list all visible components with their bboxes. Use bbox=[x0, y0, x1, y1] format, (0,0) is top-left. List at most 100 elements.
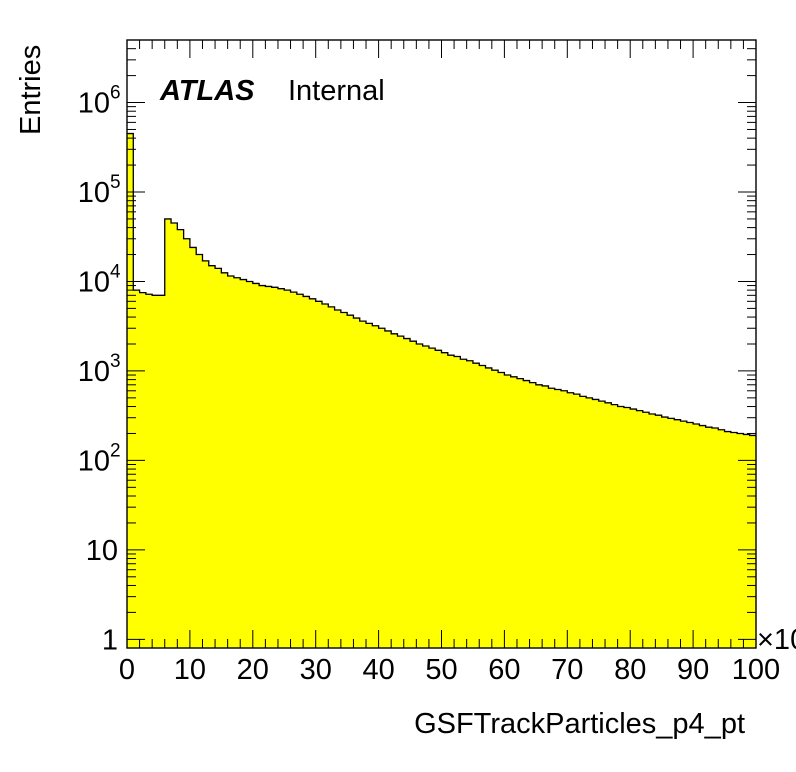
y-tick-label: 1 bbox=[102, 624, 118, 656]
histogram-bin bbox=[454, 356, 461, 648]
histogram-bin bbox=[252, 283, 260, 648]
histogram-bin bbox=[737, 433, 745, 648]
x-tick-label: 0 bbox=[119, 654, 135, 686]
histogram-bin bbox=[592, 399, 600, 648]
histogram-bin bbox=[240, 279, 248, 648]
histogram-bin bbox=[561, 390, 568, 648]
histogram-outline bbox=[127, 132, 756, 437]
histogram-bin bbox=[605, 402, 612, 648]
histogram-bin bbox=[202, 260, 210, 648]
histogram-bin bbox=[447, 355, 455, 648]
y-tick-label: 10 bbox=[78, 266, 110, 298]
histogram-bin bbox=[271, 287, 279, 648]
internal-label: Internal bbox=[288, 75, 385, 107]
histogram-bin bbox=[196, 254, 204, 648]
histogram-bin bbox=[315, 301, 323, 648]
histogram-bin bbox=[145, 294, 153, 648]
histogram-bin bbox=[686, 422, 694, 648]
histogram-bin bbox=[516, 378, 524, 648]
x-axis-multiplier: ×10 bbox=[757, 624, 796, 656]
histogram-bin bbox=[491, 370, 499, 648]
histogram-bin bbox=[259, 285, 266, 648]
histogram-bin bbox=[466, 360, 474, 648]
histogram-bin bbox=[573, 394, 581, 648]
histogram-bin bbox=[711, 428, 719, 648]
histogram-bin bbox=[183, 238, 191, 649]
histogram-bin bbox=[479, 365, 487, 648]
histogram-bin bbox=[378, 328, 386, 648]
y-tick-label: 10 bbox=[78, 445, 110, 477]
histogram-bin bbox=[661, 417, 669, 648]
histogram-bin bbox=[328, 306, 336, 648]
histogram-bin bbox=[598, 401, 606, 648]
histogram-bin bbox=[611, 404, 619, 648]
histogram-bin bbox=[227, 276, 235, 648]
histogram-bin bbox=[391, 333, 399, 648]
histogram-bin bbox=[623, 407, 631, 648]
histogram-bin bbox=[535, 384, 543, 648]
histogram-bin bbox=[579, 396, 587, 648]
histogram-bin bbox=[284, 290, 292, 648]
histogram-bin bbox=[567, 392, 575, 648]
x-tick-label: 80 bbox=[614, 654, 646, 686]
histogram-bin bbox=[171, 223, 178, 648]
histogram-bin bbox=[705, 427, 713, 648]
histogram-bin bbox=[347, 315, 355, 648]
histogram-bin bbox=[221, 272, 229, 648]
histogram-bin bbox=[699, 425, 707, 648]
histogram-bin bbox=[296, 294, 304, 648]
histogram-bin bbox=[667, 418, 675, 648]
histogram-bin bbox=[730, 432, 738, 648]
histogram-bin bbox=[504, 375, 512, 648]
histogram-bin bbox=[749, 435, 757, 648]
histogram-bin bbox=[485, 367, 493, 648]
histogram-bin bbox=[290, 292, 298, 648]
x-tick-label: 20 bbox=[237, 654, 269, 686]
histogram-bin bbox=[743, 434, 751, 648]
histogram-bin bbox=[554, 389, 562, 648]
histogram-bin bbox=[158, 295, 166, 648]
histogram-bin bbox=[428, 348, 436, 648]
histogram-bin bbox=[133, 290, 141, 648]
histogram-bin bbox=[655, 415, 663, 648]
histogram-bin bbox=[548, 388, 556, 648]
histogram-bin bbox=[265, 286, 273, 648]
histogram-bin bbox=[460, 359, 468, 648]
histogram-bin bbox=[636, 410, 644, 648]
histogram-bin bbox=[472, 363, 480, 648]
histogram-bin bbox=[649, 414, 656, 648]
histogram-bin bbox=[152, 295, 160, 648]
histogram-bin bbox=[422, 345, 430, 648]
x-tick-label: 40 bbox=[362, 654, 394, 686]
y-tick-label: 10 bbox=[78, 177, 110, 209]
x-tick-label: 10 bbox=[174, 654, 206, 686]
histogram-bin bbox=[397, 336, 405, 648]
y-tick-label: 10 bbox=[86, 535, 118, 567]
histogram-bin bbox=[510, 376, 518, 648]
y-tick-exponent: 6 bbox=[110, 83, 121, 104]
histogram-bin bbox=[441, 352, 449, 648]
histogram-bin bbox=[403, 338, 411, 648]
plot-frame bbox=[126, 39, 757, 649]
histogram-bin bbox=[410, 341, 417, 648]
histogram-bin bbox=[189, 247, 197, 648]
histogram-bin bbox=[630, 409, 638, 648]
histogram-bin bbox=[416, 344, 424, 648]
y-tick-label: 10 bbox=[78, 356, 110, 388]
histogram-bin bbox=[321, 303, 329, 648]
histogram-bin bbox=[309, 298, 317, 648]
histogram-bin bbox=[164, 218, 172, 648]
histogram-bin bbox=[353, 318, 361, 648]
y-axis-label: Entries bbox=[15, 45, 47, 135]
histogram-bin bbox=[542, 385, 550, 648]
histogram-bin bbox=[498, 372, 505, 648]
atlas-label: ATLAS bbox=[159, 75, 255, 107]
y-tick-exponent: 4 bbox=[110, 261, 121, 282]
histogram-bin bbox=[529, 382, 537, 648]
histogram-bin bbox=[435, 350, 443, 648]
histogram-bin bbox=[674, 419, 682, 648]
histogram-bin bbox=[693, 424, 700, 648]
histogram-bin bbox=[724, 431, 732, 648]
